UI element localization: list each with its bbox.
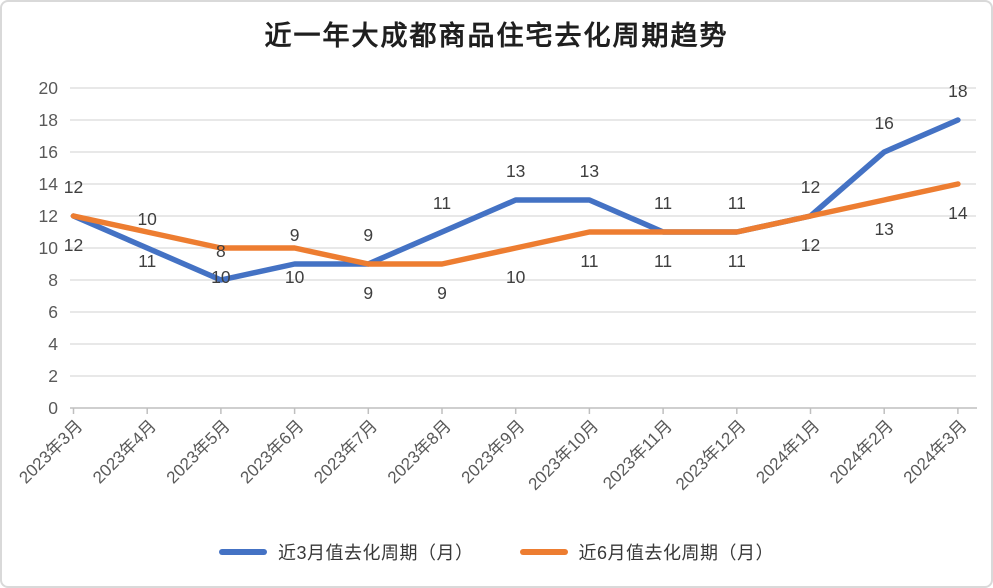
y-axis-label: 12 — [39, 206, 58, 226]
data-label-series-1: 10 — [211, 267, 231, 287]
data-label-series-0: 16 — [874, 113, 893, 133]
y-axis-label: 10 — [39, 238, 59, 258]
data-label-series-1: 12 — [801, 235, 820, 255]
data-label-series-0: 9 — [290, 225, 300, 245]
data-label-series-1: 11 — [654, 251, 672, 271]
data-label-series-0: 8 — [216, 241, 226, 261]
legend-label: 近3月值去化周期（月） — [277, 543, 474, 563]
y-axis-label: 2 — [48, 366, 58, 386]
data-label-series-0: 12 — [64, 177, 83, 197]
data-label-series-1: 10 — [506, 267, 526, 287]
x-axis-label: 2023年8月 — [384, 416, 455, 487]
legend-swatch-line — [218, 549, 267, 555]
data-label-series-0: 11 — [433, 193, 451, 213]
x-axis-label: 2023年3月 — [15, 416, 86, 487]
data-label-series-0: 12 — [801, 177, 820, 197]
x-axis-label: 2023年11月 — [599, 416, 676, 493]
y-axis-label: 20 — [39, 78, 59, 98]
data-label-series-1: 11 — [728, 251, 746, 271]
x-axis-label: 2023年6月 — [237, 416, 308, 487]
x-axis-label: 2023年7月 — [310, 416, 381, 487]
y-axis-label: 8 — [48, 270, 58, 290]
legend-swatch-line — [519, 549, 568, 555]
chart-legend: 近3月值去化周期（月） 近6月值去化周期（月） — [0, 535, 993, 569]
series-line-1 — [70, 181, 961, 267]
y-axis-label: 4 — [48, 334, 58, 354]
data-label-series-0: 18 — [948, 81, 967, 101]
x-axis-label: 2023年9月 — [458, 416, 529, 487]
x-axis-label: 2024年3月 — [900, 416, 971, 487]
data-label-series-0: 9 — [363, 225, 373, 245]
y-axis-label: 18 — [39, 110, 58, 130]
data-label-series-0: 11 — [654, 193, 672, 213]
data-label-series-0: 13 — [580, 161, 599, 181]
data-label-series-1: 10 — [285, 267, 305, 287]
chart-title: 近一年大成都商品住宅去化周期趋势 — [264, 21, 729, 51]
data-label-series-1: 14 — [948, 203, 968, 223]
data-label-series-1: 11 — [580, 251, 598, 271]
legend-item-1: 近6月值去化周期（月） — [519, 539, 775, 565]
data-label-series-0: 11 — [728, 193, 746, 213]
x-axis-label: 2023年12月 — [672, 416, 750, 494]
legend-label: 近6月值去化周期（月） — [578, 543, 775, 563]
data-label-series-1: 11 — [138, 251, 156, 271]
y-axis-label: 0 — [48, 398, 58, 418]
data-label-series-1: 9 — [363, 283, 373, 303]
legend-item-0: 近3月值去化周期（月） — [218, 539, 474, 565]
y-axis-label: 16 — [39, 142, 58, 162]
data-label-series-0: 10 — [137, 209, 157, 229]
data-label-series-1: 9 — [437, 283, 447, 303]
y-axis-label: 14 — [39, 174, 59, 194]
x-axis-label: 2024年2月 — [826, 416, 897, 487]
x-axis-label: 2024年1月 — [752, 416, 823, 487]
data-label-series-1: 12 — [64, 235, 83, 255]
y-axis-label: 6 — [48, 302, 58, 322]
x-axis-label: 2023年10月 — [525, 416, 603, 494]
data-label-series-0: 13 — [506, 161, 525, 181]
x-axis-label: 2023年5月 — [163, 416, 234, 487]
x-axis-label: 2023年4月 — [89, 416, 160, 487]
data-label-series-1: 13 — [874, 219, 893, 239]
series-line-0 — [70, 117, 961, 283]
